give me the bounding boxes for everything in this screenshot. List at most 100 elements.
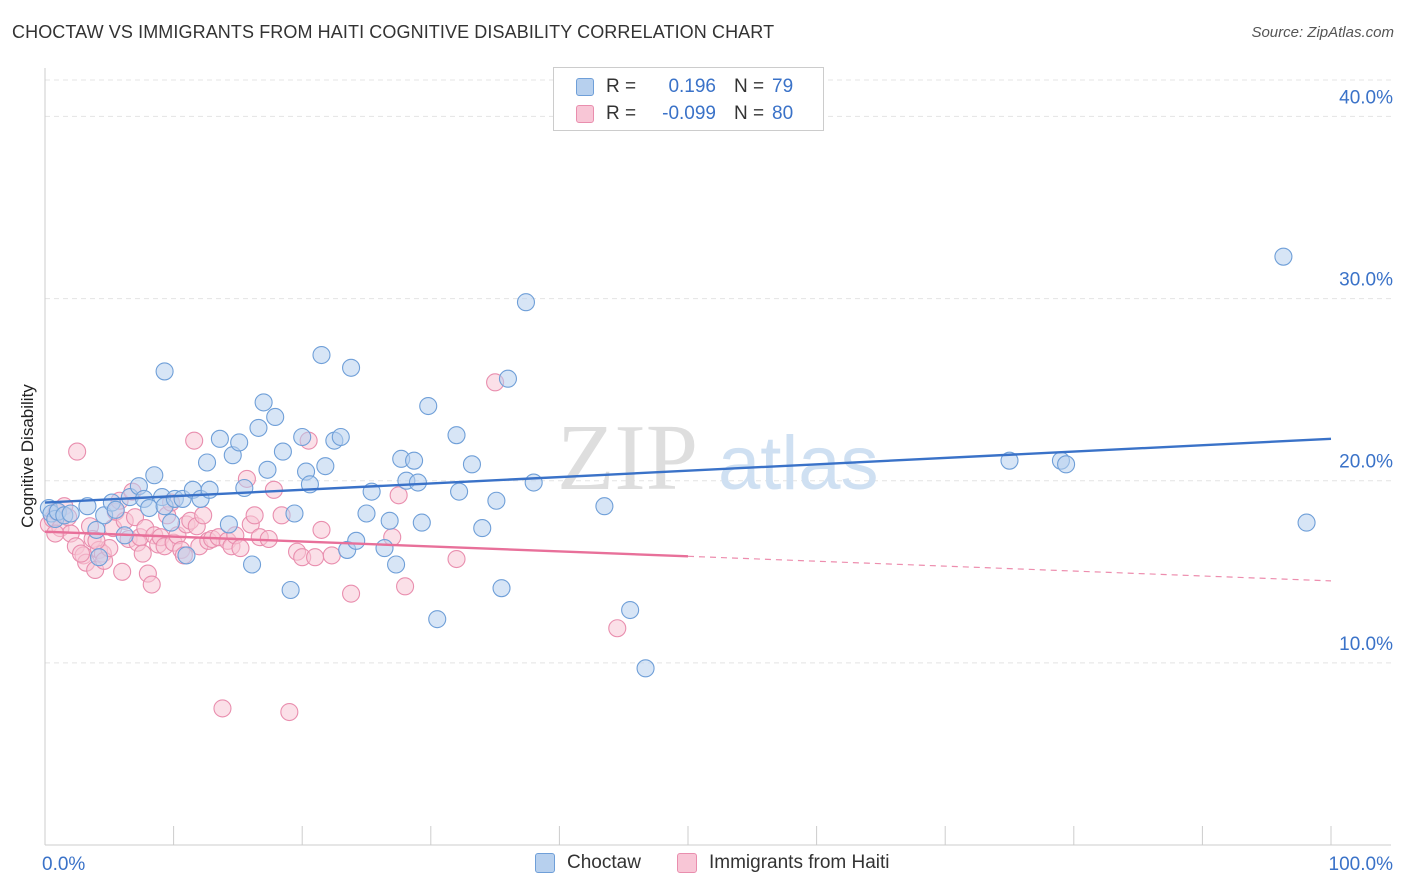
data-point [447, 549, 466, 569]
data-point [145, 466, 164, 485]
legend-r-label: R = [606, 103, 637, 124]
data-point [219, 515, 238, 534]
data-point [89, 548, 109, 567]
data-point [322, 546, 341, 565]
data-point [185, 431, 204, 450]
data-point [285, 504, 304, 523]
series-legend: Choctaw Immigrants from Haiti [0, 852, 1406, 878]
legend-n-label: N = [734, 76, 765, 97]
data-point [357, 504, 376, 523]
data-point [197, 453, 217, 472]
trend-line-choctaw [44, 437, 1332, 504]
data-point [389, 486, 408, 505]
trend-line-haiti [44, 530, 689, 558]
data-point [266, 407, 285, 427]
data-point [113, 562, 132, 581]
data-point [306, 548, 325, 567]
y-tick-label: 30.0% [1339, 270, 1393, 291]
data-point [177, 546, 196, 565]
data-point [621, 600, 640, 620]
data-point [78, 497, 97, 516]
trend-line-haiti-dashed [687, 555, 1332, 582]
data-point [316, 457, 335, 476]
data-point [347, 531, 366, 550]
data-point [245, 506, 264, 525]
data-point [71, 544, 91, 563]
series-swatch-choctaw [535, 853, 555, 873]
legend-n-value: 80 [772, 103, 794, 124]
data-point [447, 426, 466, 445]
series-swatch-haiti [677, 853, 697, 873]
grid-layer [45, 79, 1391, 664]
chart-title: CHOCTAW VS IMMIGRANTS FROM HAITI COGNITI… [12, 22, 775, 42]
legend-swatch-choctaw [576, 78, 594, 96]
data-point [412, 513, 431, 532]
legend-n-value: 79 [772, 76, 794, 97]
data-point [405, 451, 424, 470]
series-label-haiti: Immigrants from Haiti [709, 852, 890, 873]
trend-layer [44, 437, 1332, 582]
data-point [293, 427, 312, 447]
data-point [155, 362, 174, 381]
data-point [254, 393, 273, 412]
series-choctaw [39, 247, 1316, 678]
watermark-zip: ZIP [557, 406, 698, 510]
data-point [273, 442, 292, 461]
data-point [210, 429, 229, 448]
legend-row-haiti: R = -0.099 N = 80 [576, 102, 793, 126]
legend-r-value: -0.099 [662, 103, 716, 124]
data-point [473, 519, 492, 538]
data-point [231, 539, 250, 558]
data-point [492, 579, 511, 598]
data-point [636, 659, 655, 678]
data-point [462, 455, 482, 474]
data-point [142, 575, 161, 594]
axes-layer [44, 68, 1391, 846]
tick-label-layer: 10.0% 20.0% 30.0% 40.0% 0.0% 100.0% [42, 87, 1393, 875]
data-point [396, 577, 415, 596]
series-label-choctaw: Choctaw [567, 852, 641, 873]
data-point [68, 442, 87, 461]
data-point [281, 580, 300, 600]
legend-r-label: R = [606, 76, 637, 97]
data-point [375, 539, 394, 558]
series-haiti [39, 373, 627, 722]
data-point [230, 433, 249, 452]
data-point [428, 610, 447, 629]
legend-swatch-haiti [576, 105, 594, 123]
data-point [516, 293, 536, 312]
legend-r-value: 0.196 [668, 76, 716, 97]
y-tick-label: 20.0% [1339, 452, 1393, 473]
data-point [408, 473, 427, 492]
data-point [1274, 247, 1293, 266]
legend-n-label: N = [734, 103, 765, 124]
correlation-legend: R = 0.196 N = 79 R = -0.099 N = 80 [553, 67, 824, 131]
data-point [1297, 513, 1316, 532]
data-point [312, 520, 331, 539]
data-point [595, 497, 614, 516]
data-point [61, 504, 80, 523]
y-tick-label: 10.0% [1339, 634, 1393, 655]
series-legend-choctaw[interactable]: Choctaw [535, 852, 641, 874]
data-point [249, 418, 268, 437]
data-point [524, 473, 543, 492]
x-tick-label-min: 0.0% [42, 854, 85, 875]
data-point [312, 345, 331, 365]
data-point [194, 506, 213, 525]
source-label: Source: ZipAtlas.com [1251, 24, 1394, 41]
data-point [1057, 455, 1076, 474]
data-point [106, 500, 125, 519]
data-point [1000, 451, 1019, 470]
x-tick-label-max: 100.0% [1329, 854, 1394, 875]
data-point [387, 555, 406, 574]
data-point [213, 699, 232, 718]
data-point [487, 491, 506, 510]
data-point [331, 427, 350, 447]
data-point [133, 544, 152, 563]
series-legend-haiti[interactable]: Immigrants from Haiti [677, 852, 890, 874]
data-point [258, 460, 277, 479]
data-point [342, 584, 361, 603]
legend-row-choctaw: R = 0.196 N = 79 [576, 75, 793, 99]
data-point [280, 702, 299, 722]
